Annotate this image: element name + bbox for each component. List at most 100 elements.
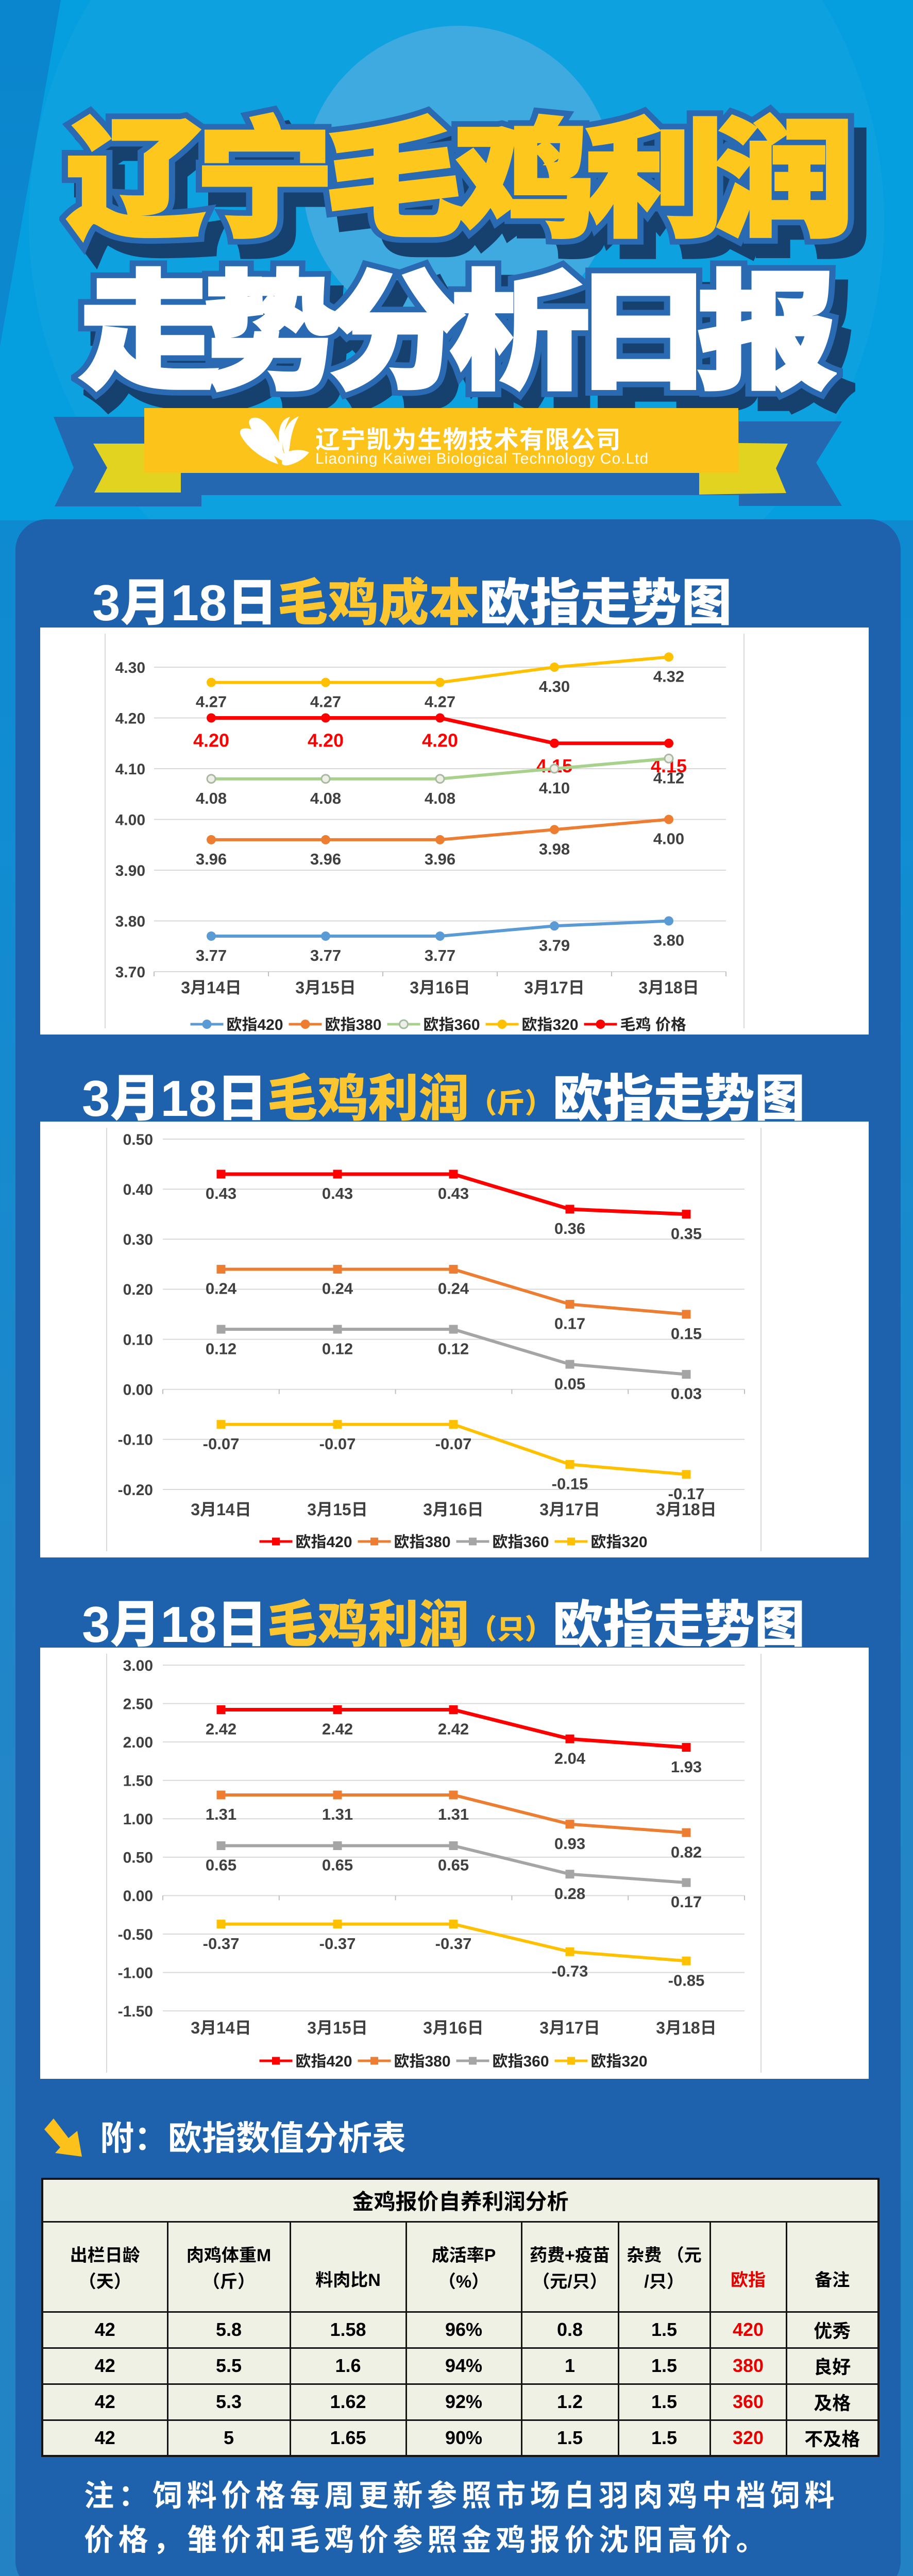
svg-text:0.43: 0.43 (438, 1184, 469, 1202)
svg-text:0.24: 0.24 (206, 1280, 237, 1298)
svg-text:3.80: 3.80 (653, 931, 684, 950)
svg-text:3.96: 3.96 (310, 850, 341, 868)
svg-text:3.96: 3.96 (196, 850, 227, 868)
svg-text:3月18日: 3月18日 (638, 975, 699, 998)
svg-text:欧指360: 欧指360 (493, 2048, 549, 2071)
svg-text:3.96: 3.96 (425, 850, 455, 868)
svg-text:4.10: 4.10 (115, 761, 145, 778)
svg-text:0.24: 0.24 (322, 1280, 353, 1298)
svg-text:3.98: 3.98 (539, 840, 570, 858)
svg-text:3月17日: 3月17日 (539, 2015, 600, 2039)
svg-text:3.77: 3.77 (196, 946, 227, 964)
svg-text:4.30: 4.30 (539, 677, 570, 696)
svg-text:0.12: 0.12 (206, 1340, 236, 1358)
svg-text:4.08: 4.08 (310, 789, 341, 807)
svg-text:4.08: 4.08 (425, 789, 455, 807)
svg-text:1.31: 1.31 (322, 1805, 353, 1823)
svg-text:0.17: 0.17 (554, 1315, 585, 1333)
svg-text:0.50: 0.50 (123, 1850, 153, 1867)
svg-text:4.20: 4.20 (422, 730, 458, 751)
svg-text:-1.50: -1.50 (118, 2003, 153, 2020)
svg-text:-0.37: -0.37 (435, 1935, 472, 1953)
svg-text:欧指420: 欧指420 (227, 1012, 283, 1035)
svg-text:欧指420: 欧指420 (296, 2048, 352, 2071)
svg-text:欧指320: 欧指320 (591, 2048, 648, 2071)
svg-text:3月17日: 3月17日 (539, 1497, 600, 1520)
svg-text:欧指360: 欧指360 (493, 1529, 549, 1552)
svg-text:3月15日: 3月15日 (295, 975, 356, 998)
svg-text:1.31: 1.31 (438, 1805, 469, 1823)
svg-text:4.20: 4.20 (193, 730, 229, 751)
svg-text:3月15日: 3月15日 (307, 1497, 367, 1520)
svg-text:3月14日: 3月14日 (191, 2015, 251, 2039)
svg-text:3月16日: 3月16日 (423, 2015, 483, 2039)
svg-text:3.70: 3.70 (115, 964, 145, 981)
svg-text:3月18日: 3月18日 (656, 2015, 716, 2039)
svg-text:毛鸡 价格: 毛鸡 价格 (620, 1012, 686, 1035)
svg-text:3.79: 3.79 (539, 937, 570, 955)
svg-text:3.90: 3.90 (115, 862, 145, 879)
svg-text:-0.73: -0.73 (552, 1962, 588, 1980)
svg-text:3月18日: 3月18日 (656, 1497, 716, 1520)
svg-text:0.15: 0.15 (671, 1325, 702, 1343)
svg-text:2.42: 2.42 (206, 1720, 236, 1738)
svg-text:4.00: 4.00 (115, 811, 145, 828)
svg-text:欧指380: 欧指380 (325, 1012, 382, 1035)
svg-text:欧指320: 欧指320 (522, 1012, 579, 1035)
svg-text:3月17日: 3月17日 (524, 975, 584, 998)
svg-text:欧指420: 欧指420 (296, 1529, 352, 1552)
svg-text:-0.50: -0.50 (118, 1926, 153, 1943)
svg-text:0.43: 0.43 (322, 1184, 353, 1202)
svg-text:3月14日: 3月14日 (191, 1497, 251, 1520)
svg-text:2.42: 2.42 (438, 1720, 469, 1738)
svg-text:0.05: 0.05 (554, 1375, 585, 1393)
svg-text:3月16日: 3月16日 (423, 1497, 483, 1520)
svg-text:3.00: 3.00 (123, 1657, 153, 1674)
svg-text:0.00: 0.00 (123, 1382, 153, 1399)
svg-text:0.03: 0.03 (671, 1385, 702, 1403)
svg-text:0.36: 0.36 (554, 1219, 585, 1238)
svg-text:3.80: 3.80 (115, 913, 145, 930)
svg-text:4.12: 4.12 (653, 769, 684, 787)
svg-text:-0.07: -0.07 (203, 1435, 240, 1453)
svg-text:-0.85: -0.85 (668, 1971, 705, 1989)
svg-text:-0.17: -0.17 (668, 1485, 705, 1503)
svg-text:-0.07: -0.07 (319, 1435, 356, 1453)
svg-text:4.08: 4.08 (196, 789, 227, 807)
svg-text:0.17: 0.17 (671, 1893, 702, 1911)
svg-text:0.82: 0.82 (671, 1843, 702, 1861)
svg-text:4.20: 4.20 (308, 730, 344, 751)
svg-text:-0.10: -0.10 (118, 1432, 153, 1449)
svg-text:1.00: 1.00 (123, 1811, 153, 1828)
svg-text:3月14日: 3月14日 (181, 975, 241, 998)
svg-text:0.65: 0.65 (438, 1856, 469, 1874)
svg-text:0.65: 0.65 (206, 1856, 236, 1874)
svg-text:0.24: 0.24 (438, 1280, 469, 1298)
svg-text:1.93: 1.93 (671, 1758, 702, 1776)
svg-text:0.65: 0.65 (322, 1856, 353, 1874)
svg-text:4.27: 4.27 (310, 693, 341, 711)
svg-text:欧指320: 欧指320 (591, 1529, 648, 1552)
svg-text:4.20: 4.20 (115, 710, 145, 727)
svg-text:0.35: 0.35 (671, 1225, 702, 1243)
svg-text:0.10: 0.10 (123, 1331, 153, 1348)
svg-text:4.32: 4.32 (653, 668, 684, 686)
svg-text:-0.20: -0.20 (118, 1482, 153, 1499)
svg-text:0.00: 0.00 (123, 1888, 153, 1905)
svg-text:4.30: 4.30 (115, 659, 145, 676)
svg-text:2.42: 2.42 (322, 1720, 353, 1738)
svg-text:0.12: 0.12 (322, 1340, 353, 1358)
svg-text:3.77: 3.77 (310, 946, 341, 964)
svg-text:-0.37: -0.37 (203, 1935, 240, 1953)
svg-text:欧指380: 欧指380 (394, 2048, 451, 2071)
svg-text:欧指360: 欧指360 (424, 1012, 480, 1035)
svg-text:0.30: 0.30 (123, 1231, 153, 1248)
svg-text:4.27: 4.27 (425, 693, 455, 711)
svg-text:2.50: 2.50 (123, 1696, 153, 1713)
svg-text:2.04: 2.04 (554, 1749, 586, 1767)
svg-text:1.31: 1.31 (206, 1805, 236, 1823)
svg-text:0.12: 0.12 (438, 1340, 469, 1358)
svg-text:2.00: 2.00 (123, 1734, 153, 1751)
svg-text:4.00: 4.00 (653, 830, 684, 848)
svg-text:1.50: 1.50 (123, 1773, 153, 1790)
